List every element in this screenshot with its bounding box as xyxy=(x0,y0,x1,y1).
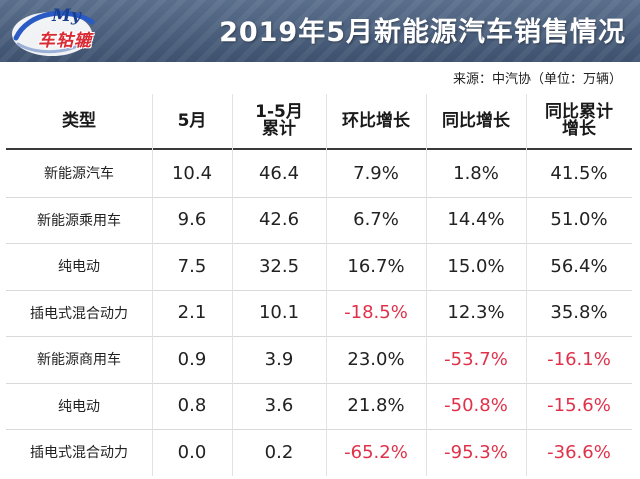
may-cell: 2.1 xyxy=(177,302,207,324)
may-header: 5月 xyxy=(177,110,207,131)
row-divider xyxy=(6,382,632,384)
yoy-cell: -50.8% xyxy=(444,395,508,417)
ytd-yoy-cell: 56.4% xyxy=(550,255,608,277)
yoy-cell: 1.8% xyxy=(453,162,499,184)
column-divider xyxy=(326,94,327,476)
column-divider xyxy=(232,94,233,476)
yoy-cell: 12.3% xyxy=(447,302,505,324)
may-cell: 9.6 xyxy=(177,209,207,231)
row-divider xyxy=(6,336,632,337)
ytd-yoy-cell: 41.5% xyxy=(550,162,608,184)
may-cell: 10.4 xyxy=(171,162,213,184)
row-divider xyxy=(6,429,632,430)
may-cell: 7.5 xyxy=(177,255,207,277)
table-row: 插电式混合动力 2.1 10.1 -18.5% 12.3% 35.8% xyxy=(6,290,632,337)
type-cell: 纯电动 xyxy=(58,259,100,276)
logo-name: 车轱辘 xyxy=(38,31,92,51)
mom-cell: 21.8% xyxy=(347,395,405,417)
ytd-yoy-cell: -36.6% xyxy=(547,441,611,463)
type-header: 类型 xyxy=(62,110,96,131)
brand-logo: My 车轱辘 xyxy=(8,4,128,66)
table-row: 纯电动 0.8 3.6 21.8% -50.8% -15.6% xyxy=(6,383,632,430)
table-row: 新能源汽车 10.4 46.4 7.9% 1.8% 41.5% xyxy=(6,150,632,197)
ytd-yoy-header: 同比累计增长 xyxy=(545,102,613,139)
table-row: 纯电动 7.5 32.5 16.7% 15.0% 56.4% xyxy=(6,243,632,290)
table-row: 新能源商用车 0.9 3.9 23.0% -53.7% -16.1% xyxy=(6,336,632,383)
mom-cell: 7.9% xyxy=(353,162,399,184)
table-row: 插电式混合动力 0.0 0.2 -65.2% -95.3% -36.6% xyxy=(6,429,632,476)
row-divider xyxy=(6,289,632,291)
banner-pattern xyxy=(0,0,640,62)
ytd-cell: 0.2 xyxy=(264,441,294,463)
source-note: 来源：中汽协（单位：万辆） xyxy=(452,72,622,87)
ytd-yoy-cell: -16.1% xyxy=(547,348,611,370)
ytd-cell: 3.6 xyxy=(264,395,294,417)
mom-cell: -65.2% xyxy=(344,441,408,463)
type-cell: 新能源商用车 xyxy=(37,352,121,369)
ytd-cell: 10.1 xyxy=(258,302,300,324)
mom-header: 环比增长 xyxy=(342,110,410,131)
column-divider xyxy=(526,94,527,476)
mom-cell: 6.7% xyxy=(353,209,399,231)
ytd-cell: 42.6 xyxy=(258,209,300,231)
mom-cell: 23.0% xyxy=(347,348,405,370)
header-row: 类型 5月 1-5月累计 环比增长 同比增长 同比累计增长 xyxy=(6,94,632,148)
type-cell: 新能源汽车 xyxy=(44,166,114,183)
header-banner: 2019年5月新能源汽车销售情况 xyxy=(0,0,640,62)
table-row: 新能源乘用车 9.6 42.6 6.7% 14.4% 51.0% xyxy=(6,197,632,244)
ytd-cell: 3.9 xyxy=(264,348,294,370)
yoy-cell: 14.4% xyxy=(447,209,505,231)
may-cell: 0.9 xyxy=(177,348,207,370)
yoy-header: 同比增长 xyxy=(442,110,510,131)
header-divider xyxy=(6,148,632,150)
mom-cell: -18.5% xyxy=(344,302,408,324)
type-cell: 插电式混合动力 xyxy=(30,305,128,322)
mom-cell: 16.7% xyxy=(347,255,405,277)
ytd-yoy-cell: 51.0% xyxy=(550,209,608,231)
column-divider xyxy=(152,94,153,476)
type-cell: 新能源乘用车 xyxy=(37,212,121,229)
yoy-cell: -95.3% xyxy=(444,441,508,463)
ytd-cell: 32.5 xyxy=(258,255,300,277)
yoy-cell: -53.7% xyxy=(444,348,508,370)
ytd-header: 1-5月累计 xyxy=(255,102,303,139)
ytd-yoy-cell: 35.8% xyxy=(550,302,608,324)
may-cell: 0.0 xyxy=(177,441,207,463)
row-divider xyxy=(6,243,632,244)
logo-my: My xyxy=(52,6,81,26)
yoy-cell: 15.0% xyxy=(447,255,505,277)
row-divider xyxy=(6,196,632,198)
ytd-yoy-cell: -15.6% xyxy=(547,395,611,417)
type-cell: 插电式混合动力 xyxy=(30,445,128,462)
type-cell: 纯电动 xyxy=(58,398,100,415)
column-divider xyxy=(426,94,427,476)
ytd-cell: 46.4 xyxy=(258,162,300,184)
may-cell: 0.8 xyxy=(177,395,207,417)
page-title: 2019年5月新能源汽车销售情况 xyxy=(219,17,626,48)
logo-swoosh-icon xyxy=(12,10,95,56)
